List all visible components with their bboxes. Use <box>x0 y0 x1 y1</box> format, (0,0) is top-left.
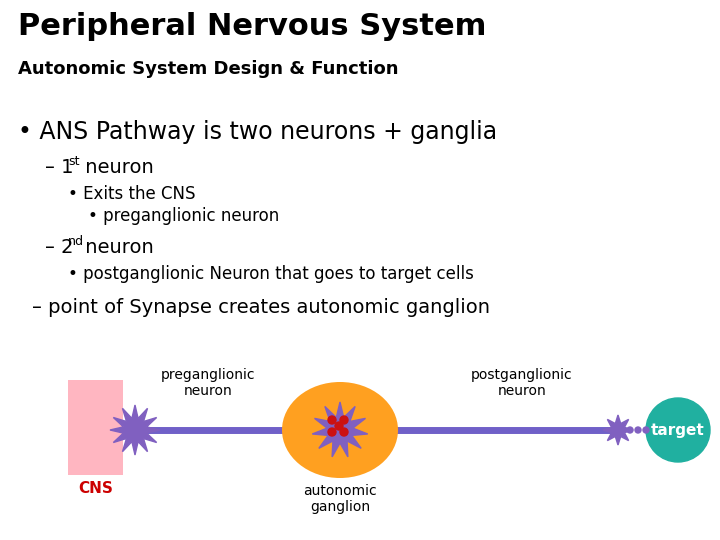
Text: – 1: – 1 <box>45 158 73 177</box>
Text: Autonomic System Design & Function: Autonomic System Design & Function <box>18 60 398 78</box>
Polygon shape <box>110 405 160 455</box>
Text: neuron: neuron <box>79 238 154 257</box>
Circle shape <box>340 416 348 424</box>
Text: postganglionic
neuron: postganglionic neuron <box>471 368 573 398</box>
Text: • Exits the CNS: • Exits the CNS <box>68 185 196 203</box>
Circle shape <box>635 427 641 433</box>
Text: • ANS Pathway is two neurons + ganglia: • ANS Pathway is two neurons + ganglia <box>18 120 497 144</box>
Circle shape <box>335 422 343 430</box>
Circle shape <box>328 416 336 424</box>
Text: neuron: neuron <box>79 158 154 177</box>
Text: • postganglionic Neuron that goes to target cells: • postganglionic Neuron that goes to tar… <box>68 265 474 283</box>
Text: Peripheral Nervous System: Peripheral Nervous System <box>18 12 487 41</box>
Polygon shape <box>603 415 633 445</box>
Text: • preganglionic neuron: • preganglionic neuron <box>88 207 279 225</box>
Circle shape <box>340 428 348 436</box>
Text: – 2: – 2 <box>45 238 73 257</box>
Text: preganglionic
neuron: preganglionic neuron <box>161 368 256 398</box>
Bar <box>68 380 123 475</box>
Circle shape <box>627 427 633 433</box>
Text: target: target <box>651 422 705 437</box>
Text: nd: nd <box>68 235 84 248</box>
Text: autonomic
ganglion: autonomic ganglion <box>303 484 377 514</box>
Text: – point of Synapse creates autonomic ganglion: – point of Synapse creates autonomic gan… <box>32 298 490 317</box>
Circle shape <box>643 427 649 433</box>
Text: CNS: CNS <box>78 481 113 496</box>
Polygon shape <box>312 402 368 457</box>
Text: st: st <box>68 155 80 168</box>
Ellipse shape <box>282 382 398 478</box>
Circle shape <box>328 428 336 436</box>
Circle shape <box>646 398 710 462</box>
